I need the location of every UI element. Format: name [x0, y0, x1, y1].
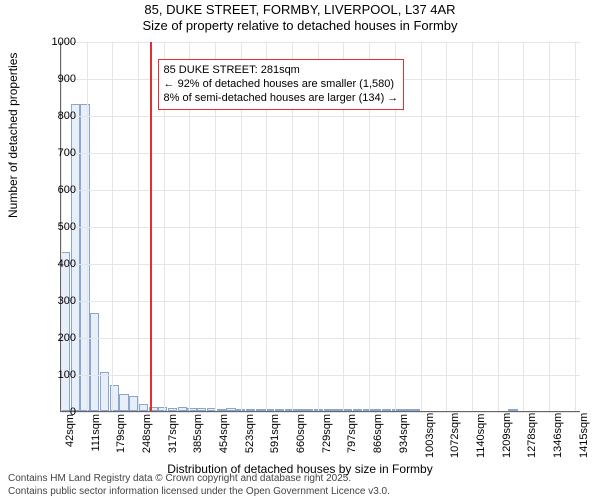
chart-subtitle: Size of property relative to detached ho…	[0, 18, 600, 34]
histogram-bar	[139, 404, 148, 411]
x-tick: 42sqm	[64, 414, 76, 458]
histogram-bar	[343, 409, 352, 411]
histogram-bar	[304, 409, 313, 411]
histogram-bar	[197, 408, 206, 411]
histogram-bar	[382, 409, 391, 411]
annotation-box: 85 DUKE STREET: 281sqm← 92% of detached …	[158, 59, 405, 110]
y-tick: 100	[36, 369, 76, 381]
x-tick: 179sqm	[115, 414, 127, 458]
gridline-v	[523, 42, 524, 411]
x-tick: 1140sqm	[475, 414, 487, 458]
footer-credits: Contains HM Land Registry data © Crown c…	[8, 473, 390, 498]
histogram-bar	[100, 372, 109, 411]
footer-line-1: Contains HM Land Registry data © Crown c…	[8, 473, 390, 486]
histogram-bar	[392, 409, 401, 411]
gridline-v	[498, 42, 499, 411]
histogram-bar	[372, 409, 381, 411]
histogram-bar	[275, 409, 284, 411]
chart-title: 85, DUKE STREET, FORMBY, LIVERPOOL, L37 …	[0, 2, 600, 18]
footer-line-2: Contains public sector information licen…	[8, 486, 390, 499]
gridline-v	[575, 42, 576, 411]
plot-area: 85 DUKE STREET: 281sqm← 92% of detached …	[60, 42, 580, 412]
histogram-bar	[168, 408, 177, 411]
histogram-bar	[411, 409, 420, 411]
y-tick: 700	[36, 147, 76, 159]
x-tick: 934sqm	[398, 414, 410, 458]
histogram-bar	[401, 409, 410, 411]
histogram-bar	[217, 409, 226, 411]
gridline-v	[446, 42, 447, 411]
annotation-line: 85 DUKE STREET: 281sqm	[164, 63, 399, 77]
x-tick: 248sqm	[141, 414, 153, 458]
histogram-bar	[158, 407, 167, 411]
x-tick: 111sqm	[90, 414, 102, 458]
x-tick: 660sqm	[295, 414, 307, 458]
x-tick: 454sqm	[218, 414, 230, 458]
histogram-bar	[508, 409, 517, 411]
histogram-bar	[246, 409, 255, 411]
gridline-v	[87, 42, 88, 411]
annotation-line: ← 92% of detached houses are smaller (1,…	[164, 77, 399, 91]
y-tick: 300	[36, 295, 76, 307]
histogram-bar	[256, 409, 265, 411]
y-tick: 800	[36, 110, 76, 122]
histogram-bar	[119, 394, 128, 411]
histogram-bar	[294, 409, 303, 411]
histogram-bar	[110, 385, 119, 411]
x-tick: 1003sqm	[424, 414, 436, 458]
histogram-bar	[333, 409, 342, 411]
annotation-line: 8% of semi-detached houses are larger (1…	[164, 91, 399, 105]
histogram-bar	[226, 408, 235, 411]
y-tick: 900	[36, 73, 76, 85]
x-tick: 797sqm	[346, 414, 358, 458]
histogram-bar	[353, 409, 362, 411]
y-tick: 200	[36, 332, 76, 344]
x-tick: 1072sqm	[449, 414, 461, 458]
y-tick: 1000	[36, 36, 76, 48]
x-tick: 317sqm	[167, 414, 179, 458]
gridline-v	[549, 42, 550, 411]
y-tick: 500	[36, 221, 76, 233]
x-tick: 385sqm	[192, 414, 204, 458]
y-axis-label: Number of detached properties	[6, 53, 20, 218]
y-tick: 600	[36, 184, 76, 196]
gridline-v	[138, 42, 139, 411]
histogram-bar	[129, 396, 138, 411]
x-tick: 1346sqm	[552, 414, 564, 458]
histogram-bar	[324, 409, 333, 411]
chart-titles: 85, DUKE STREET, FORMBY, LIVERPOOL, L37 …	[0, 2, 600, 35]
x-tick: 866sqm	[372, 414, 384, 458]
histogram-bar	[178, 407, 187, 411]
x-tick: 729sqm	[321, 414, 333, 458]
x-tick: 1278sqm	[526, 414, 538, 458]
histogram-bar	[363, 409, 372, 411]
gridline-v	[112, 42, 113, 411]
marker-line	[150, 42, 152, 411]
histogram-bar	[90, 313, 99, 411]
histogram-bar	[80, 104, 89, 411]
x-tick: 1415sqm	[578, 414, 590, 458]
x-tick: 591sqm	[269, 414, 281, 458]
y-tick: 400	[36, 258, 76, 270]
gridline-v	[472, 42, 473, 411]
gridline-v	[421, 42, 422, 411]
x-tick: 1209sqm	[501, 414, 513, 458]
x-tick: 523sqm	[244, 414, 256, 458]
